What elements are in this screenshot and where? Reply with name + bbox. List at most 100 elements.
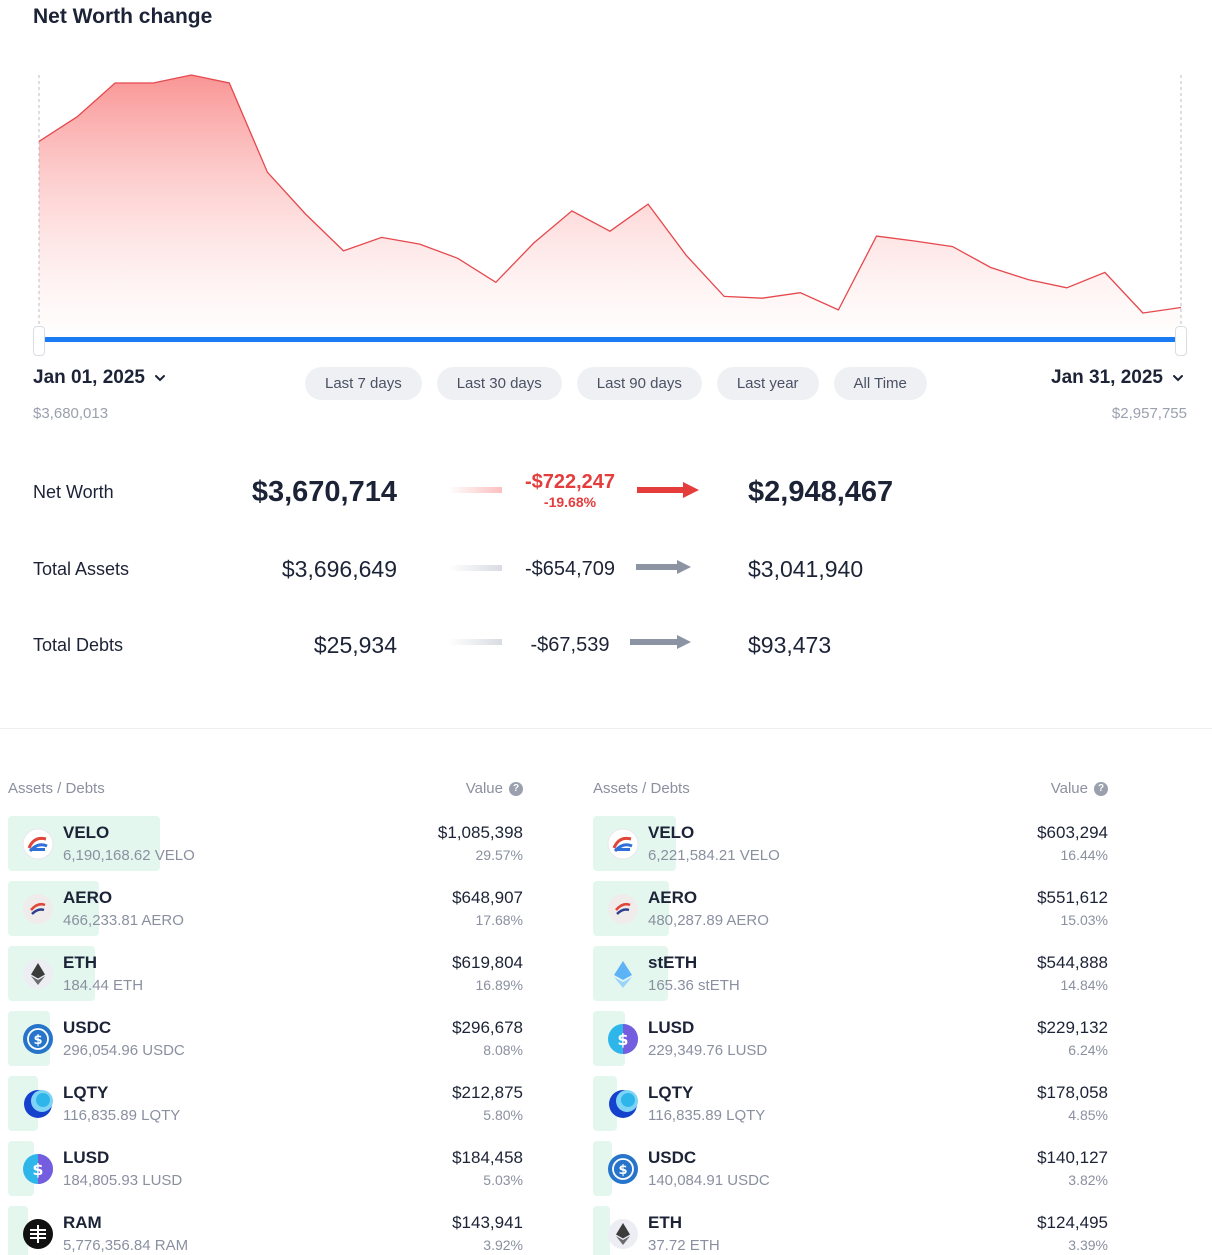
asset-value: $544,888 xyxy=(1037,953,1108,972)
asset-row-usdc[interactable]: $ USDC 140,084.91 USDC $140,127 3.82% xyxy=(593,1141,1113,1196)
asset-amount: 140,084.91 USDC xyxy=(648,1172,770,1189)
asset-amount: 6,221,584.21 VELO xyxy=(648,847,780,864)
asset-amount: 116,835.89 LQTY xyxy=(63,1107,181,1124)
range-last-30-days[interactable]: Last 30 days xyxy=(436,367,562,400)
net-worth-change-percent: -19.68% xyxy=(543,494,597,510)
asset-name: ETH xyxy=(63,953,97,972)
asset-value: $1,085,398 xyxy=(437,823,523,842)
net-worth-change-amount: -$722,247 xyxy=(524,471,616,493)
asset-percent: 6.24% xyxy=(1068,1042,1108,1058)
usdc-icon: $ xyxy=(607,1153,639,1185)
asset-row-aero[interactable]: AERO 480,287.89 AERO $551,612 15.03% xyxy=(593,881,1113,936)
asset-row-eth[interactable]: ETH 184.44 ETH $619,804 16.89% xyxy=(8,946,528,1001)
asset-amount: 480,287.89 AERO xyxy=(648,912,769,929)
svg-text:$: $ xyxy=(33,1033,42,1048)
asset-row-velo[interactable]: VELO 6,190,168.62 VELO $1,085,398 29.57% xyxy=(8,816,528,871)
asset-name: LUSD xyxy=(648,1018,695,1037)
arrow-right-icon xyxy=(636,560,691,574)
asset-name: AERO xyxy=(63,888,113,907)
table-header: Assets / Debts Value ? xyxy=(593,770,1113,806)
quick-range-group: Last 7 days Last 30 days Last 90 days La… xyxy=(305,367,927,400)
asset-row-velo[interactable]: VELO 6,221,584.21 VELO $603,294 16.44% xyxy=(593,816,1113,871)
range-start-handle[interactable] xyxy=(33,326,45,356)
asset-row-lusd[interactable]: $ LUSD 229,349.76 LUSD $229,132 6.24% xyxy=(593,1011,1113,1066)
asset-value: $603,294 xyxy=(1037,823,1108,842)
velo-icon xyxy=(607,828,639,860)
header-value-label: Value xyxy=(465,780,503,797)
asset-amount: 5,776,356.84 RAM xyxy=(63,1237,189,1254)
asset-value: $229,132 xyxy=(1037,1018,1108,1037)
range-last-7-days[interactable]: Last 7 days xyxy=(305,367,422,400)
asset-amount: 184.44 ETH xyxy=(63,977,144,994)
asset-row-steth[interactable]: stETH 165.36 stETH $544,888 14.84% xyxy=(593,946,1113,1001)
asset-percent: 15.03% xyxy=(1060,912,1108,928)
header-assets-debts: Assets / Debts xyxy=(593,780,690,797)
asset-name: AERO xyxy=(648,888,698,907)
total-assets-start: $3,696,649 xyxy=(281,556,397,582)
asset-percent: 5.80% xyxy=(483,1107,523,1123)
range-last-90-days[interactable]: Last 90 days xyxy=(576,367,702,400)
lqty-icon xyxy=(22,1088,54,1120)
svg-text:$: $ xyxy=(617,1030,628,1049)
asset-value: $619,804 xyxy=(452,953,523,972)
arrow-right-icon xyxy=(630,635,691,649)
asset-value: $140,127 xyxy=(1037,1148,1108,1167)
asset-row-lusd[interactable]: $ LUSD 184,805.93 LUSD $184,458 5.03% xyxy=(8,1141,528,1196)
help-icon[interactable]: ? xyxy=(509,781,523,796)
net-worth-area xyxy=(39,75,1181,330)
asset-amount: 6,190,168.62 VELO xyxy=(63,847,195,864)
asset-row-lqty[interactable]: LQTY 116,835.89 LQTY $178,058 4.85% xyxy=(593,1076,1113,1131)
share-bar xyxy=(593,1141,613,1196)
asset-row-lqty[interactable]: LQTY 116,835.89 LQTY $212,875 5.80% xyxy=(8,1076,528,1131)
net-worth-row: Net Worth $3,670,714 -$722,247 -19.68% $… xyxy=(0,470,1212,520)
start-date-value: $3,680,013 xyxy=(33,405,109,422)
ram-icon xyxy=(22,1218,54,1250)
asset-amount: 466,233.81 AERO xyxy=(63,912,184,929)
net-worth-start: $3,670,714 xyxy=(251,476,397,508)
asset-row-eth[interactable]: ETH 37.72 ETH $124,495 3.39% xyxy=(593,1206,1113,1255)
lusd-icon: $ xyxy=(607,1023,639,1055)
start-date-select[interactable]: Jan 01, 2025 xyxy=(33,367,167,389)
asset-name: VELO xyxy=(63,823,110,842)
asset-name: USDC xyxy=(63,1018,112,1037)
total-assets-row: Total Assets $3,696,649 -$654,709 $3,041… xyxy=(0,555,1212,605)
range-last-year[interactable]: Last year xyxy=(716,367,819,400)
start-date-label: Jan 01, 2025 xyxy=(33,367,145,388)
asset-name: RAM xyxy=(63,1213,102,1232)
asset-value: $296,678 xyxy=(452,1018,523,1037)
asset-percent: 5.03% xyxy=(483,1172,523,1188)
asset-row-ram[interactable]: RAM 5,776,356.84 RAM $143,941 3.92% xyxy=(8,1206,528,1255)
chevron-down-icon xyxy=(1173,375,1183,382)
asset-row-aero[interactable]: AERO 466,233.81 AERO $648,907 17.68% xyxy=(8,881,528,936)
arrow-right-icon xyxy=(637,482,699,498)
total-assets-change: -$654,709 xyxy=(524,558,616,580)
end-date-label: Jan 31, 2025 xyxy=(1051,367,1163,388)
help-icon[interactable]: ? xyxy=(1094,781,1108,796)
range-all-time[interactable]: All Time xyxy=(833,367,927,400)
total-assets-label: Total Assets xyxy=(33,559,130,579)
header-assets-debts: Assets / Debts xyxy=(8,780,105,797)
asset-row-usdc[interactable]: $ USDC 296,054.96 USDC $296,678 8.08% xyxy=(8,1011,528,1066)
asset-percent: 8.08% xyxy=(483,1042,523,1058)
asset-percent: 16.44% xyxy=(1060,847,1108,863)
range-end-handle[interactable] xyxy=(1175,326,1187,356)
chevron-down-icon xyxy=(154,375,165,382)
total-debts-change-bar xyxy=(448,639,502,645)
asset-amount: 184,805.93 LUSD xyxy=(63,1172,183,1189)
eth-icon xyxy=(607,1218,639,1250)
asset-value: $178,058 xyxy=(1037,1083,1108,1102)
total-assets-end: $3,041,940 xyxy=(748,556,864,582)
net-worth-end: $2,948,467 xyxy=(748,476,894,508)
asset-amount: 165.36 stETH xyxy=(648,977,740,994)
asset-name: ETH xyxy=(648,1213,682,1232)
asset-percent: 4.85% xyxy=(1068,1107,1108,1123)
asset-name: LQTY xyxy=(648,1083,694,1102)
usdc-icon: $ xyxy=(22,1023,54,1055)
end-date-select[interactable]: Jan 31, 2025 xyxy=(1051,367,1185,389)
asset-amount: 116,835.89 LQTY xyxy=(648,1107,766,1124)
lqty-icon xyxy=(607,1088,639,1120)
asset-value: $551,612 xyxy=(1037,888,1108,907)
page-title: Net Worth change xyxy=(33,5,213,28)
svg-text:$: $ xyxy=(32,1160,43,1179)
asset-name: LQTY xyxy=(63,1083,109,1102)
